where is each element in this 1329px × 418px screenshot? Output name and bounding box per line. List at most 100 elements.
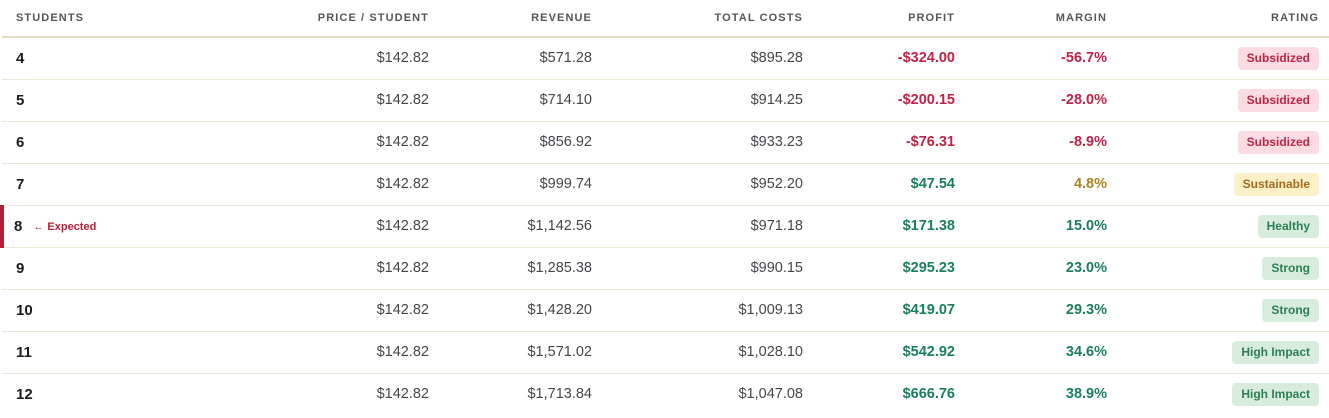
profit-cell: $666.76 xyxy=(902,386,955,403)
margin-cell: -8.9% xyxy=(955,121,1107,164)
table-header: Students Price / Student Revenue Total C… xyxy=(2,0,1329,38)
rating-cell: Strong xyxy=(1107,289,1329,332)
profit-cell: -$324.00 xyxy=(803,37,955,80)
price-per-student-cell: $142.82 xyxy=(167,163,429,206)
rating-badge: High Impact xyxy=(1232,382,1319,406)
margin-cell: -56.7% xyxy=(955,37,1107,80)
rating-cell: High Impact xyxy=(1107,373,1329,415)
price-per-student-cell: $142.82 xyxy=(167,37,429,80)
students-cell: 11 xyxy=(2,331,167,374)
profit-cell: $295.23 xyxy=(803,247,955,290)
price-per-student-cell: $142.82 xyxy=(167,247,429,290)
total-costs-cell: $1,028.10 xyxy=(592,331,803,374)
total-costs-cell: $895.28 xyxy=(592,37,803,80)
price-per-student-cell: $142.82 xyxy=(167,79,429,122)
table-row: 9 $142.82 $1,285.38 $990.15 $295.23 23.0… xyxy=(2,247,1329,290)
header-row: Students Price / Student Revenue Total C… xyxy=(2,0,1329,38)
column-header-students: Students xyxy=(2,0,167,38)
rating-cell: Subsidized xyxy=(1107,79,1329,122)
rating-badge: Subsidized xyxy=(1237,130,1319,154)
total-costs-cell: $952.20 xyxy=(592,163,803,206)
students-count: 5 xyxy=(16,91,25,109)
table-row: 10 $142.82 $1,428.20 $1,009.13 $419.07 2… xyxy=(2,289,1329,332)
rating-badge: Strong xyxy=(1262,298,1319,322)
total-costs-cell: $1,047.08 xyxy=(738,386,803,403)
students-cell: 5 xyxy=(2,79,167,122)
table-body: 4 $142.82 $571.28 $895.28 -$324.00 -56.7… xyxy=(0,37,1329,415)
table-row: 7 $142.82 $999.74 $952.20 $47.54 4.8% Su… xyxy=(2,163,1329,206)
margin-cell: 4.8% xyxy=(955,163,1107,206)
margin-cell: 23.0% xyxy=(955,247,1107,290)
profit-cell: -$200.15 xyxy=(803,79,955,122)
total-costs-cell: $933.23 xyxy=(592,121,803,164)
table-row: 6 $142.82 $856.92 $933.23 -$76.31 -8.9% … xyxy=(2,121,1329,164)
table-row: 8 ← Expected $142.82 $1,142.56 $971.18 $1… xyxy=(0,205,1329,248)
rating-badge: Subsidized xyxy=(1237,88,1319,112)
profit-cell: $171.38 xyxy=(803,205,955,248)
column-header-total-costs: Total Costs xyxy=(592,0,803,38)
margin-cell: 38.9% xyxy=(1065,386,1107,403)
column-header-rating: Rating xyxy=(1107,0,1329,38)
students-cell: 12 xyxy=(2,373,167,415)
total-costs-cell: $971.18 xyxy=(592,205,803,248)
students-count: 4 xyxy=(16,49,25,67)
rating-badge: High Impact xyxy=(1232,340,1319,364)
students-cell: 8 ← Expected xyxy=(0,205,167,248)
students-count: 8 xyxy=(14,217,23,235)
revenue-cell: $1,571.02 xyxy=(429,331,592,374)
price-per-student-cell: $142.82 xyxy=(167,331,429,374)
total-costs-cell: $1,009.13 xyxy=(592,289,803,332)
students-count: 11 xyxy=(16,343,32,361)
margin-cell: 15.0% xyxy=(955,205,1107,248)
students-count: 9 xyxy=(16,259,25,277)
table-row: 5 $142.82 $714.10 $914.25 -$200.15 -28.0… xyxy=(2,79,1329,122)
students-count: 12 xyxy=(16,385,33,403)
total-costs-cell: $914.25 xyxy=(592,79,803,122)
profit-cell: $419.07 xyxy=(803,289,955,332)
margin-cell: 34.6% xyxy=(955,331,1107,374)
column-header-margin: Margin xyxy=(955,0,1107,38)
students-count: 6 xyxy=(16,133,25,151)
revenue-cell: $1,428.20 xyxy=(429,289,592,332)
column-header-profit: Profit xyxy=(803,0,955,38)
revenue-cell: $856.92 xyxy=(429,121,592,164)
rating-badge: Strong xyxy=(1262,256,1319,280)
rating-cell: High Impact xyxy=(1107,331,1329,374)
students-cell: 10 xyxy=(2,289,167,332)
column-header-revenue: Revenue xyxy=(429,0,592,38)
table-row: 11 $142.82 $1,571.02 $1,028.10 $542.92 3… xyxy=(2,331,1329,374)
students-cell: 6 xyxy=(2,121,167,164)
revenue-cell: $1,713.84 xyxy=(527,386,592,403)
table-row: 12 $142.82 $1,713.84 $1,047.08 $666.76 3… xyxy=(2,373,1329,415)
students-cell: 9 xyxy=(2,247,167,290)
price-per-student-cell: $142.82 xyxy=(167,205,429,248)
profit-cell: $542.92 xyxy=(803,331,955,374)
profit-cell: $47.54 xyxy=(803,163,955,206)
column-header-price-per-student: Price / Student xyxy=(167,0,429,38)
total-costs-cell: $990.15 xyxy=(592,247,803,290)
rating-cell: Subsidized xyxy=(1107,121,1329,164)
students-cell: 4 xyxy=(2,37,167,80)
price-per-student-cell: $142.82 xyxy=(167,289,429,332)
rating-cell: Subsidized xyxy=(1107,37,1329,80)
margin-cell: 29.3% xyxy=(955,289,1107,332)
students-cell: 7 xyxy=(2,163,167,206)
revenue-cell: $1,285.38 xyxy=(429,247,592,290)
rating-cell: Healthy xyxy=(1107,205,1329,248)
table-row: 4 $142.82 $571.28 $895.28 -$324.00 -56.7… xyxy=(2,37,1329,80)
revenue-cell: $999.74 xyxy=(429,163,592,206)
profit-cell: -$76.31 xyxy=(803,121,955,164)
rating-badge: Subsidized xyxy=(1237,46,1319,70)
revenue-cell: $571.28 xyxy=(429,37,592,80)
price-per-student-cell: $142.82 xyxy=(376,386,429,403)
revenue-cell: $1,142.56 xyxy=(429,205,592,248)
students-count: 10 xyxy=(16,301,33,319)
rating-badge: Healthy xyxy=(1257,214,1319,238)
expected-annotation: ← Expected xyxy=(33,220,97,233)
revenue-cell: $714.10 xyxy=(429,79,592,122)
rating-cell: Strong xyxy=(1107,247,1329,290)
margin-cell: -28.0% xyxy=(955,79,1107,122)
rating-cell: Sustainable xyxy=(1107,163,1329,206)
students-count: 7 xyxy=(16,175,25,193)
rating-badge: Sustainable xyxy=(1233,172,1319,196)
